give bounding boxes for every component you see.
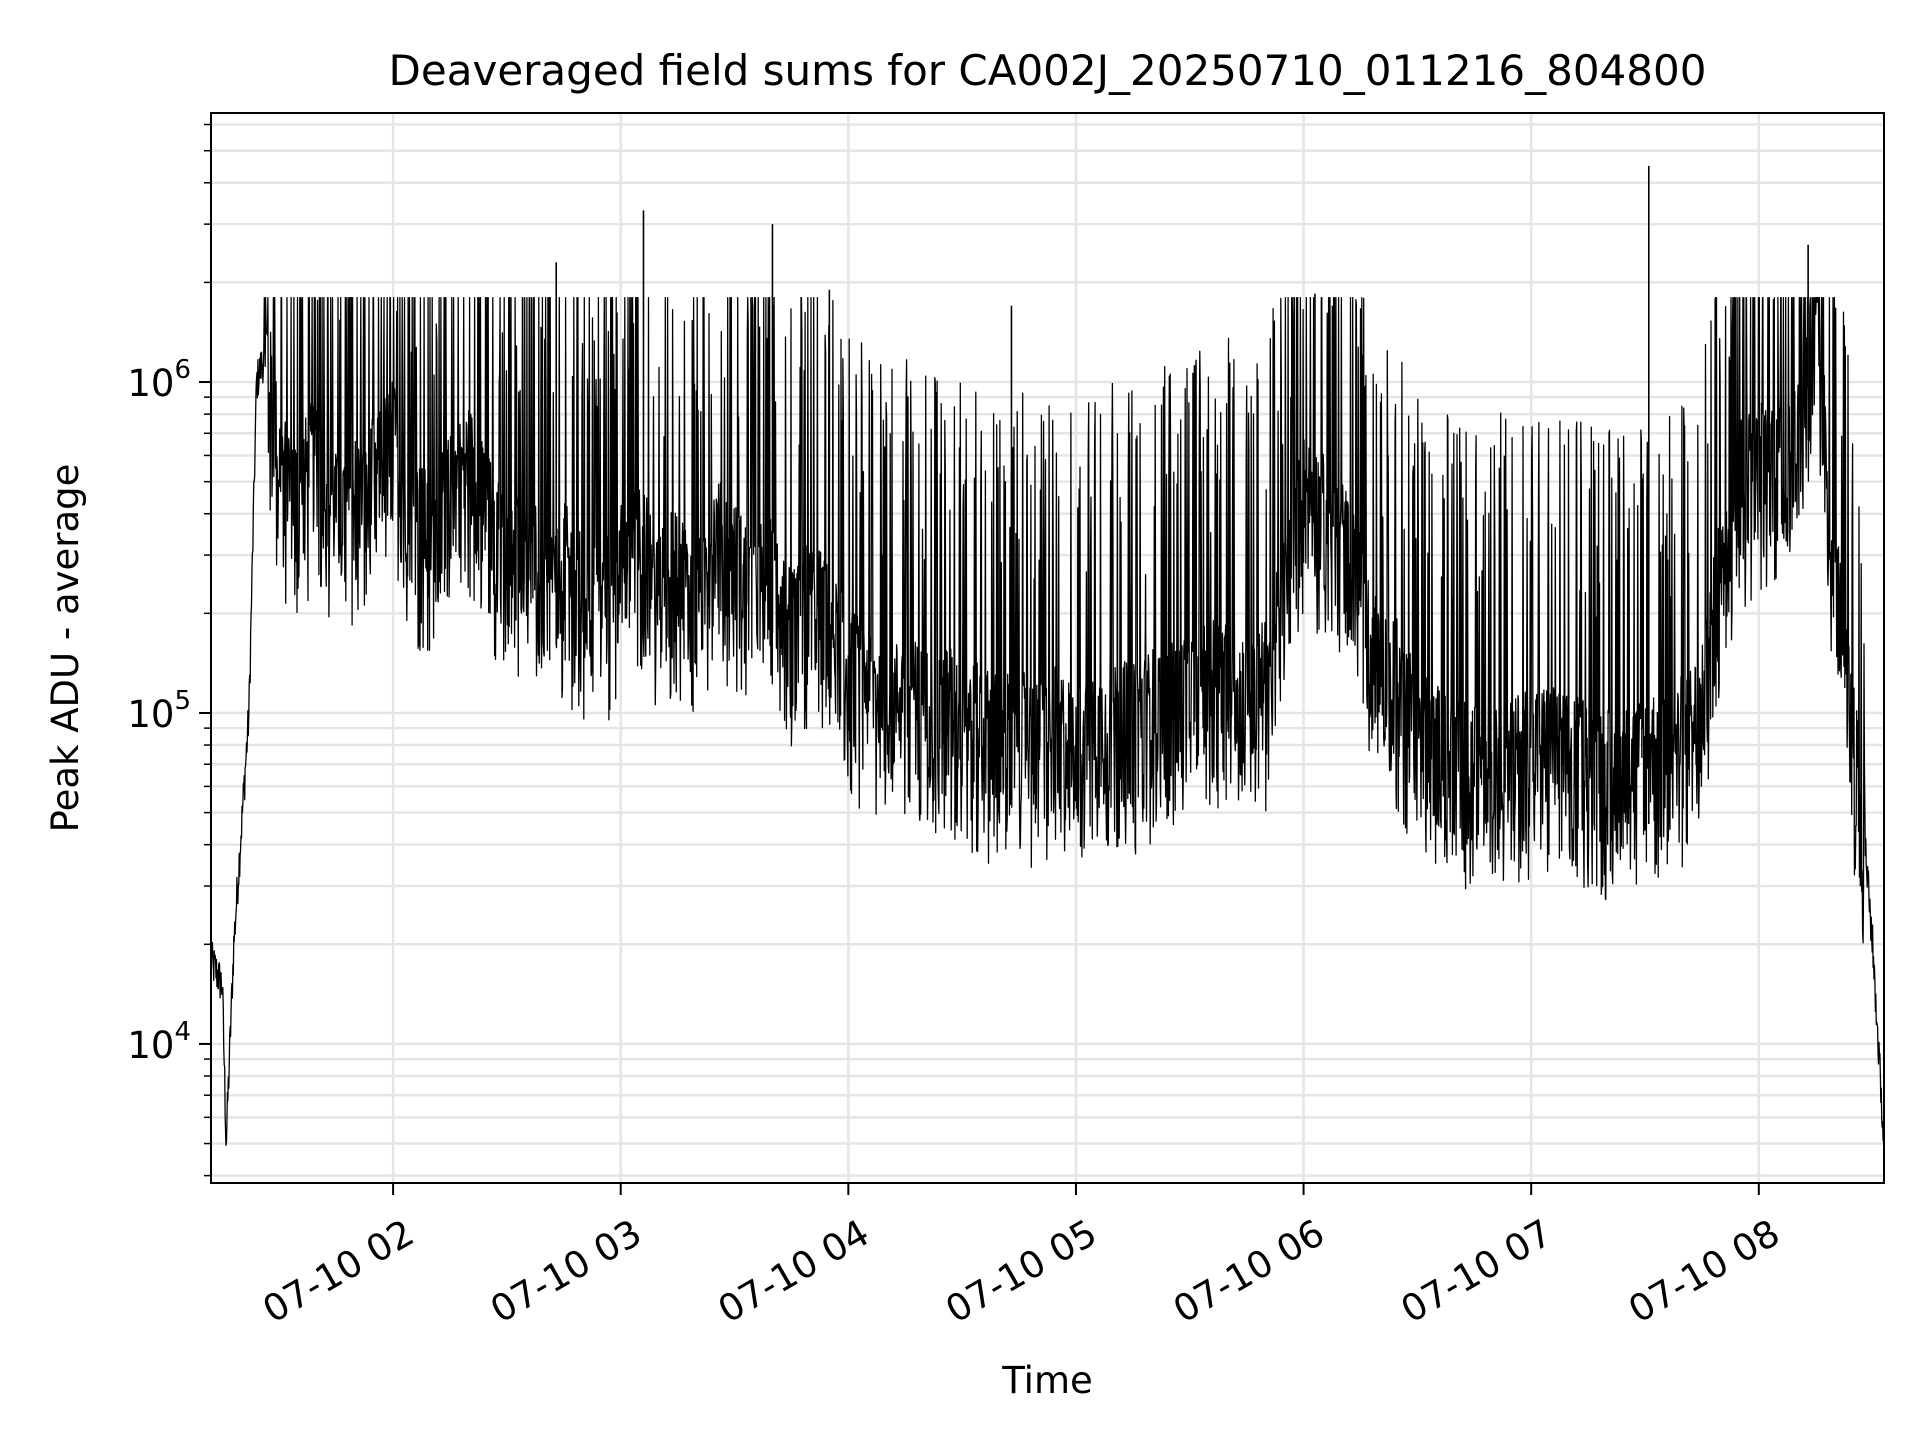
y-axis: 104 105 106 bbox=[127, 123, 211, 1177]
data-series bbox=[210, 165, 1885, 1146]
series-line bbox=[210, 296, 1885, 1146]
plot-frame bbox=[210, 112, 1885, 1184]
y-tick-label: 104 bbox=[127, 1017, 191, 1067]
x-axis-label: Time bbox=[1001, 1359, 1093, 1402]
y-tick-label: 105 bbox=[127, 686, 191, 736]
y-tick-label: 106 bbox=[127, 355, 191, 405]
y-axis-label: Peak ADU - average bbox=[44, 464, 87, 833]
chart-title: Deaveraged field sums for CA002J_2025071… bbox=[389, 46, 1707, 95]
